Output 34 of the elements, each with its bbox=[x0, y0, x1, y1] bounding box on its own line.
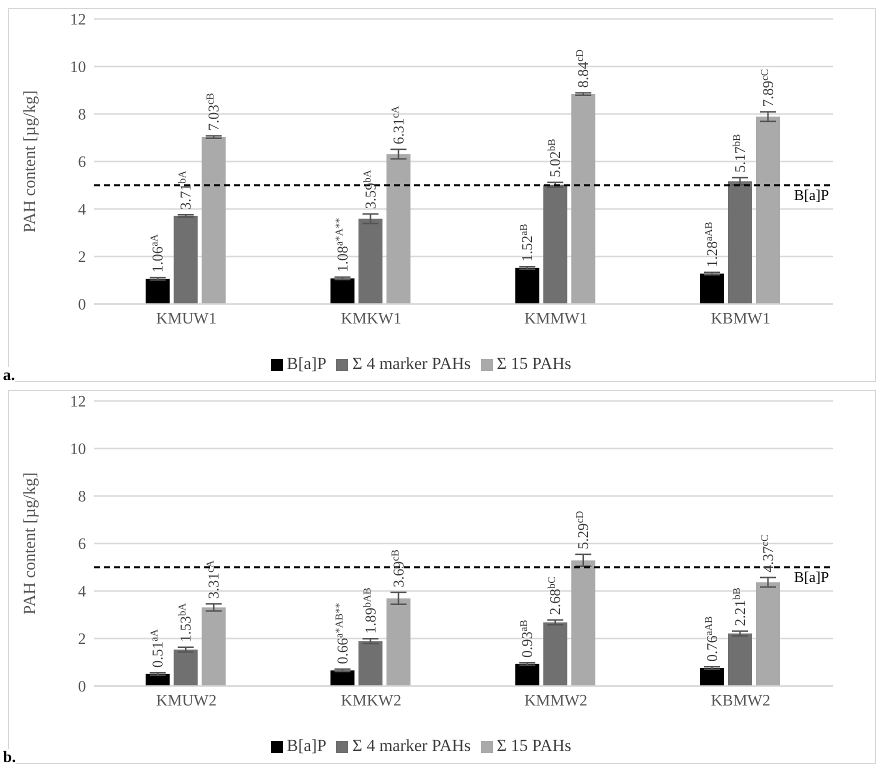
legend-label: Σ 4 marker PAHs bbox=[352, 736, 471, 755]
x-tick-label: KMKW2 bbox=[340, 692, 402, 710]
y-tick-label: 4 bbox=[78, 202, 86, 219]
y-tick-label: 6 bbox=[78, 154, 86, 172]
legend-label: Σ 15 PAHs bbox=[496, 354, 572, 373]
x-tick-label: KMUW1 bbox=[156, 310, 217, 328]
y-tick-label: 8 bbox=[78, 488, 86, 506]
y-tick-label: 2 bbox=[78, 631, 86, 648]
y-tick-label: 0 bbox=[78, 678, 86, 696]
x-tick-label: KBMW1 bbox=[710, 310, 770, 328]
text: a. bbox=[3, 367, 15, 385]
y-axis-title: PAH content [µg/kg] bbox=[20, 90, 40, 233]
y-tick-label: 4 bbox=[78, 584, 86, 601]
legend-label: B[a]P bbox=[286, 354, 326, 373]
text: b. bbox=[3, 749, 16, 767]
legend-label: Σ 15 PAHs bbox=[496, 736, 572, 755]
y-tick-label: 10 bbox=[70, 441, 86, 458]
y-tick-label: 2 bbox=[78, 249, 86, 266]
ref-line-label: B[a]P bbox=[794, 188, 829, 204]
y-tick-label: 12 bbox=[70, 394, 86, 411]
y-axis-title: PAH content [µg/kg] bbox=[20, 472, 40, 615]
x-tick-label: KBMW2 bbox=[710, 692, 770, 710]
legend-label: B[a]P bbox=[286, 736, 326, 755]
x-tick-label: KMUW2 bbox=[156, 692, 217, 710]
y-tick-label: 8 bbox=[78, 106, 86, 124]
legend-label: Σ 4 marker PAHs bbox=[352, 354, 471, 373]
y-tick-label: 0 bbox=[78, 296, 86, 314]
x-tick-label: KMKW1 bbox=[340, 310, 402, 328]
y-tick-label: 12 bbox=[70, 12, 86, 29]
x-tick-label: KMMW2 bbox=[524, 692, 588, 710]
y-tick-label: 10 bbox=[70, 59, 86, 76]
ref-line-label: B[a]P bbox=[794, 570, 829, 586]
y-tick-label: 6 bbox=[78, 536, 86, 554]
x-tick-label: KMMW1 bbox=[524, 310, 588, 328]
